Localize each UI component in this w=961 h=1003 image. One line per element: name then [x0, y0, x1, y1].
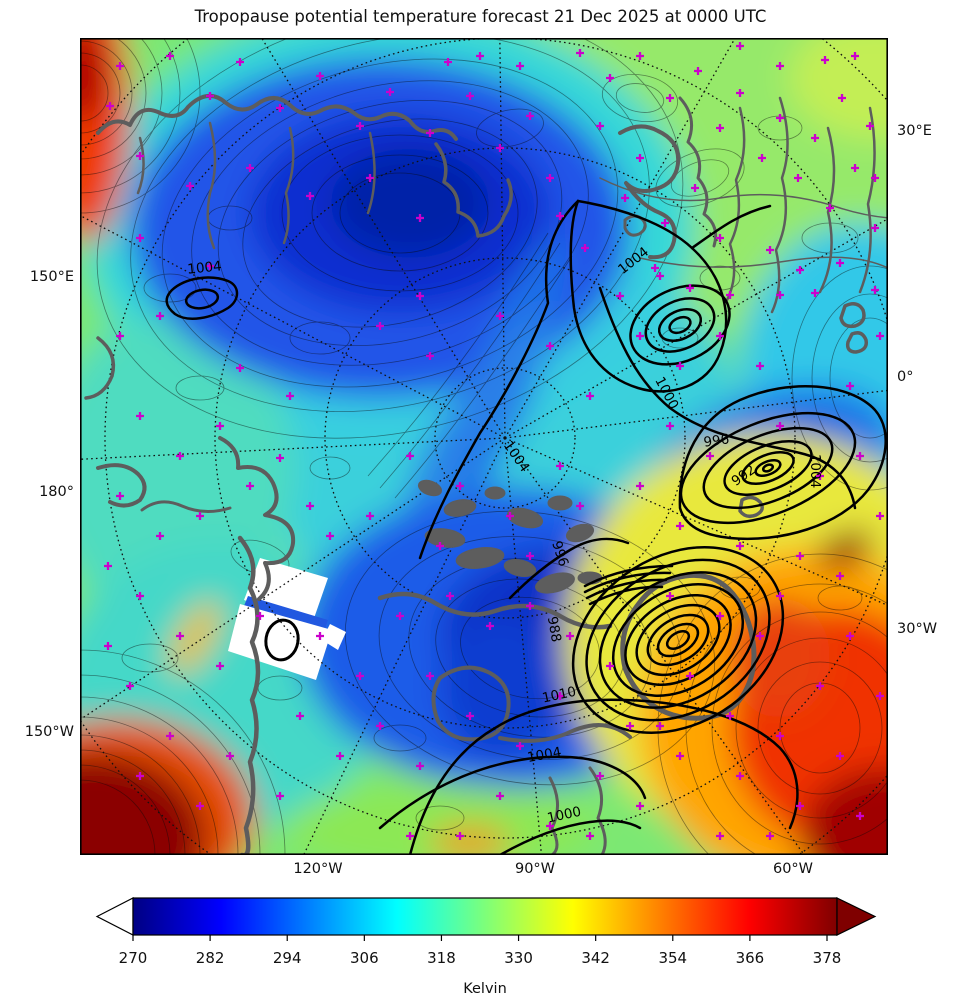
ytick-30E: 30°E: [897, 123, 932, 139]
svg-text:282: 282: [196, 949, 225, 967]
svg-text:1000: 1000: [546, 804, 583, 827]
svg-text:306: 306: [350, 949, 379, 967]
xtick-120W: 120°W: [293, 861, 343, 877]
svg-text:330: 330: [504, 949, 533, 967]
svg-text:378: 378: [813, 949, 842, 967]
fold-markers: [104, 42, 884, 840]
colorbar-over-arrow: [836, 897, 877, 936]
graticule: [80, 38, 888, 855]
map-border: [80, 38, 888, 855]
colorbar-units-label: Kelvin: [463, 981, 507, 997]
colorbar: 270 282 294 306 318 330 342 354 366 378 Kelvin: [80, 893, 888, 1001]
map-panel: 1004 1004 1000 996 992 1004 1004 996 988 1010 1004…: [80, 38, 888, 855]
svg-text:1004: 1004: [187, 258, 223, 278]
colorbar-ticks: 270 282 294 306 318 330 342 354 366 378: [119, 935, 842, 967]
svg-text:366: 366: [736, 949, 765, 967]
coastlines: [84, 94, 888, 855]
svg-text:1004: 1004: [526, 744, 563, 766]
svg-text:342: 342: [581, 949, 610, 967]
ytick-150E: 150°E: [29, 269, 74, 285]
page-title: Tropopause potential temperature forecas…: [194, 7, 767, 26]
pressure-contours: [165, 199, 887, 855]
ytick-150W: 150°W: [24, 724, 74, 740]
svg-text:294: 294: [273, 949, 302, 967]
xtick-90W: 90°W: [514, 861, 556, 877]
svg-text:988: 988: [544, 615, 564, 643]
colorbar-canvas: 270 282 294 306 318 330 342 354 366 378 Kelvin: [95, 897, 877, 997]
colorbar-gradient: [132, 897, 838, 936]
xtick-60W: 60°W: [772, 861, 814, 877]
svg-text:354: 354: [658, 949, 687, 967]
data-gap-patch: [228, 558, 346, 680]
svg-text:996: 996: [703, 431, 731, 450]
ytick-180: 180°: [39, 484, 74, 500]
svg-text:1004: 1004: [807, 454, 823, 488]
svg-text:270: 270: [119, 949, 148, 967]
svg-text:1010: 1010: [541, 684, 578, 707]
colorbar-under-arrow: [95, 897, 134, 936]
svg-text:996: 996: [548, 539, 571, 568]
ytick-30W: 30°W: [897, 621, 938, 637]
ytick-0: 0°: [897, 369, 914, 385]
svg-text:318: 318: [427, 949, 456, 967]
